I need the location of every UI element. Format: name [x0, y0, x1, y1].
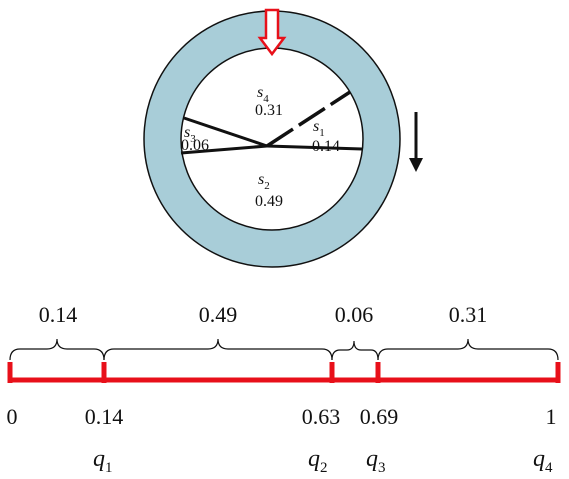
tick-label-014: 0.14	[85, 404, 124, 429]
brace-interval-2	[103, 338, 333, 361]
quantile-label-q2: q2	[308, 446, 328, 476]
quantile-label-q4: q4	[533, 446, 553, 476]
rotation-direction-arrow-icon	[409, 112, 423, 172]
roulette-wheel: s4 0.31 s1 0.14 s3 0.06 s2 0.49	[143, 8, 423, 268]
divider-s4-s1-dashed	[266, 90, 351, 148]
number-line	[7, 362, 561, 383]
segment-s1-label: s1	[313, 118, 325, 139]
tick-label-063: 0.63	[302, 404, 341, 429]
segment-s2-label: s2	[258, 171, 270, 192]
interval-label-4: 0.31	[449, 302, 488, 327]
divider-s4-s3	[183, 116, 268, 148]
segment-s3-label: s3	[184, 124, 196, 145]
divider-s1-s2	[266, 144, 363, 151]
tick-label-0: 0	[7, 404, 18, 429]
segment-s1-value: 0.14	[312, 138, 340, 155]
tick-label-069: 0.69	[360, 404, 399, 429]
tick-label-1: 1	[546, 404, 557, 429]
segment-s3-value: 0.06	[181, 137, 209, 154]
pointer-arrow-icon	[257, 8, 287, 57]
interval-braces	[9, 338, 559, 361]
interval-label-3: 0.06	[335, 302, 374, 327]
brace-interval-3	[331, 340, 379, 361]
segment-s4-label: s4	[257, 84, 269, 105]
quantile-label-q1: q1	[93, 446, 113, 476]
interval-label-1: 0.14	[39, 302, 78, 327]
brace-interval-4	[377, 338, 559, 361]
interval-label-2: 0.49	[199, 302, 238, 327]
brace-interval-1	[9, 338, 105, 361]
divider-s3-s2	[180, 144, 268, 155]
quantile-label-q3: q3	[366, 446, 386, 476]
segment-s2-value: 0.49	[255, 193, 283, 210]
segment-s4-value: 0.31	[255, 102, 283, 119]
